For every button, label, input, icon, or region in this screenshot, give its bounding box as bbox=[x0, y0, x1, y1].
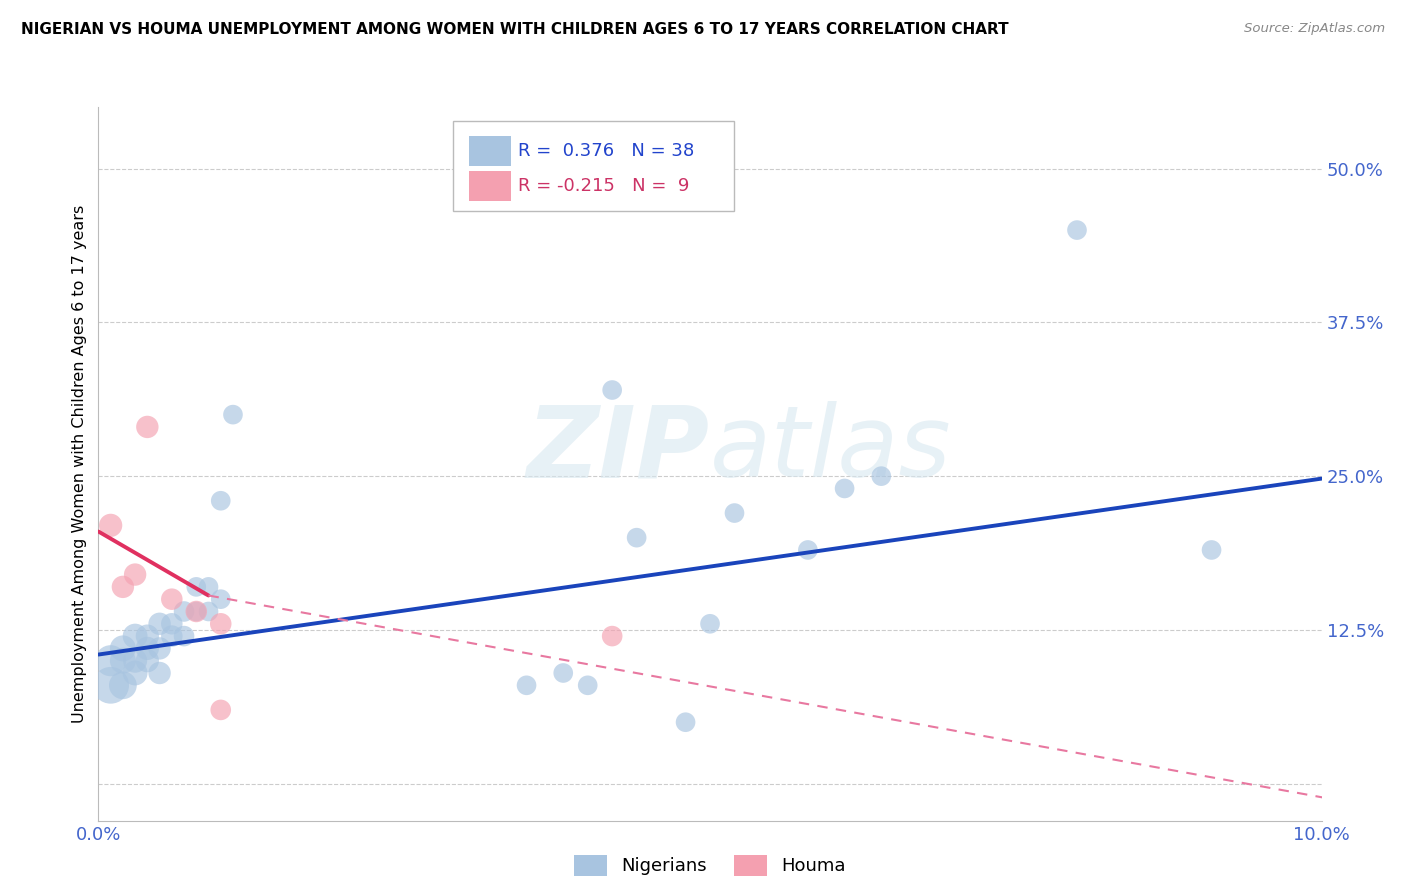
Point bbox=[100, 518, 122, 533]
Point bbox=[209, 703, 232, 717]
Point bbox=[100, 654, 122, 668]
Point bbox=[870, 469, 893, 483]
Point bbox=[124, 567, 146, 582]
Point bbox=[160, 629, 183, 643]
Point bbox=[197, 605, 219, 619]
Text: R =  0.376   N = 38: R = 0.376 N = 38 bbox=[517, 142, 695, 160]
Point bbox=[1066, 223, 1088, 237]
Point bbox=[222, 408, 245, 422]
Point bbox=[100, 678, 122, 692]
Point bbox=[124, 665, 146, 680]
FancyBboxPatch shape bbox=[470, 136, 510, 166]
Point bbox=[626, 531, 648, 545]
Point bbox=[160, 616, 183, 631]
Point bbox=[553, 665, 575, 680]
Text: R = -0.215   N =  9: R = -0.215 N = 9 bbox=[517, 177, 689, 194]
Point bbox=[173, 605, 195, 619]
Point bbox=[111, 654, 134, 668]
FancyBboxPatch shape bbox=[453, 121, 734, 211]
Point bbox=[1201, 543, 1223, 558]
Point bbox=[111, 641, 134, 656]
Text: NIGERIAN VS HOUMA UNEMPLOYMENT AMONG WOMEN WITH CHILDREN AGES 6 TO 17 YEARS CORR: NIGERIAN VS HOUMA UNEMPLOYMENT AMONG WOM… bbox=[21, 22, 1008, 37]
Point bbox=[600, 383, 623, 397]
Text: ZIP: ZIP bbox=[527, 401, 710, 498]
Legend: Nigerians, Houma: Nigerians, Houma bbox=[567, 847, 853, 883]
Point bbox=[209, 616, 232, 631]
Point bbox=[576, 678, 599, 692]
Text: Source: ZipAtlas.com: Source: ZipAtlas.com bbox=[1244, 22, 1385, 36]
Point bbox=[797, 543, 820, 558]
Point bbox=[160, 592, 183, 607]
Point bbox=[173, 629, 195, 643]
Point bbox=[186, 580, 208, 594]
Point bbox=[149, 616, 172, 631]
Point bbox=[111, 678, 134, 692]
Point bbox=[111, 580, 134, 594]
Point bbox=[136, 629, 159, 643]
Point bbox=[600, 629, 623, 643]
Y-axis label: Unemployment Among Women with Children Ages 6 to 17 years: Unemployment Among Women with Children A… bbox=[72, 205, 87, 723]
Point bbox=[136, 654, 159, 668]
Point bbox=[124, 629, 146, 643]
Point bbox=[149, 641, 172, 656]
Point bbox=[834, 482, 856, 496]
Point bbox=[197, 580, 219, 594]
FancyBboxPatch shape bbox=[470, 171, 510, 202]
Point bbox=[186, 605, 208, 619]
Point bbox=[209, 493, 232, 508]
Point bbox=[149, 665, 172, 680]
Point bbox=[136, 420, 159, 434]
Text: atlas: atlas bbox=[710, 401, 952, 498]
Point bbox=[186, 605, 208, 619]
Point bbox=[675, 715, 697, 730]
Point bbox=[723, 506, 745, 520]
Point bbox=[124, 654, 146, 668]
Point bbox=[209, 592, 232, 607]
Point bbox=[516, 678, 538, 692]
Point bbox=[699, 616, 721, 631]
Point bbox=[136, 641, 159, 656]
